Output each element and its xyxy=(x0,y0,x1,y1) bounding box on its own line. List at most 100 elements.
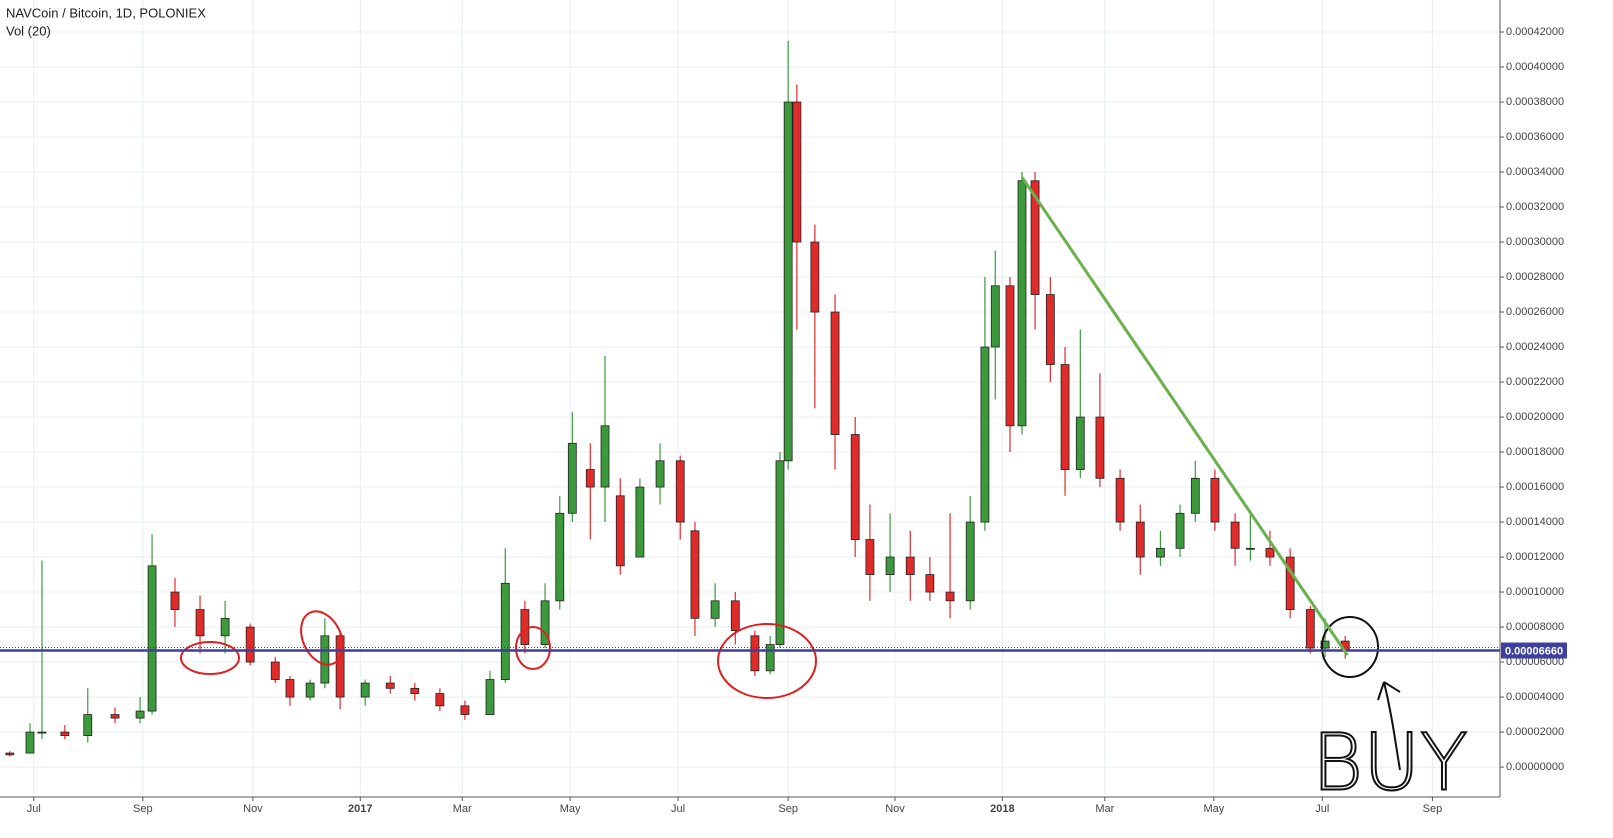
red-circle xyxy=(300,610,344,666)
candle-body xyxy=(1230,521,1240,549)
candle-body xyxy=(25,731,35,754)
candle-body xyxy=(1060,364,1070,470)
candle-body xyxy=(385,682,395,689)
candle-body xyxy=(1320,640,1330,649)
candle-body xyxy=(360,682,370,698)
candle-body xyxy=(220,617,230,637)
candle-body xyxy=(1075,416,1085,470)
y-tick-label: 0.00034000 xyxy=(1506,166,1564,178)
candle-body xyxy=(540,600,550,645)
candle-body xyxy=(1245,547,1255,550)
candle-body xyxy=(460,705,470,715)
candle-body xyxy=(980,346,990,523)
x-tick-label: Jul xyxy=(1315,803,1329,815)
candle-body xyxy=(1156,547,1165,558)
y-tick-label: 0.00020000 xyxy=(1506,411,1564,423)
y-tick-label: 0.00018000 xyxy=(1506,446,1564,458)
x-tick-label: 2017 xyxy=(348,803,372,815)
candle-body xyxy=(830,311,840,435)
candle-body xyxy=(710,600,720,619)
candle-body xyxy=(990,285,1000,348)
black-circle xyxy=(1321,616,1379,678)
x-tick-label: Jul xyxy=(27,803,41,815)
candle-body xyxy=(675,460,685,523)
y-tick-label: 0.00000000 xyxy=(1506,761,1564,773)
candle-body xyxy=(792,101,802,243)
candle-body xyxy=(945,591,955,602)
trend-line xyxy=(1020,176,1349,656)
x-tick-label: Jul xyxy=(671,803,685,815)
x-tick-label: Nov xyxy=(885,803,905,815)
candle-body xyxy=(170,591,180,610)
red-circle xyxy=(180,641,240,675)
annotations xyxy=(0,176,1500,771)
y-tick-label: 0.00004000 xyxy=(1506,691,1564,703)
candle-body xyxy=(435,693,445,707)
chart-title: NAVCoin / Bitcoin, 1D, POLONIEX xyxy=(6,5,206,20)
y-tick-label: 0.00006000 xyxy=(1506,656,1564,668)
candle-body xyxy=(1210,477,1220,523)
candle-body xyxy=(690,530,700,619)
y-tick-label: 0.00012000 xyxy=(1506,551,1564,563)
candle-body xyxy=(925,574,935,593)
x-tick-label: Sep xyxy=(1423,803,1443,815)
y-tick-label: 0.00042000 xyxy=(1506,26,1564,38)
y-tick-label: 0.00028000 xyxy=(1506,271,1564,283)
candle-body xyxy=(655,460,665,488)
candle-body xyxy=(850,434,860,540)
candle-body xyxy=(5,752,15,756)
candle-body xyxy=(810,241,820,313)
y-tick-label: 0.00016000 xyxy=(1506,481,1564,493)
x-tick-label: Mar xyxy=(1095,803,1114,815)
candle-body xyxy=(730,600,740,631)
candle-body xyxy=(765,644,775,672)
y-tick-label: 0.00008000 xyxy=(1506,621,1564,633)
price-label-box xyxy=(1501,642,1567,659)
x-tick-label: May xyxy=(1203,803,1224,815)
candle-body xyxy=(195,609,205,637)
candle-body xyxy=(110,714,120,719)
chart-subtitle: Vol (20) xyxy=(6,23,51,38)
candle-body xyxy=(615,495,625,567)
candle-body xyxy=(1265,547,1275,558)
candle-body xyxy=(500,582,510,680)
candle-body xyxy=(1135,521,1145,558)
candle-body xyxy=(1045,294,1055,365)
arrow xyxy=(1377,681,1401,771)
candle-body xyxy=(485,679,495,715)
candle-body xyxy=(1115,477,1125,523)
candle-body xyxy=(585,469,595,488)
candle-body xyxy=(905,556,915,575)
candle-body xyxy=(783,101,793,462)
y-tick-label: 0.00040000 xyxy=(1506,61,1564,73)
x-tick-label: Sep xyxy=(133,803,153,815)
candle-body xyxy=(1030,180,1040,295)
y-tick-label: 0.00038000 xyxy=(1506,96,1564,108)
y-tick-label: 0.00002000 xyxy=(1506,726,1564,738)
candle-body xyxy=(320,635,330,684)
price-label: 0.00006660 xyxy=(1505,645,1563,657)
candle-body xyxy=(750,635,760,672)
candle-body xyxy=(600,425,610,488)
candle-body xyxy=(885,556,895,575)
candle-body xyxy=(865,539,875,575)
y-tick-label: 0.00014000 xyxy=(1506,516,1564,528)
candle-body xyxy=(555,512,565,602)
candle-body xyxy=(410,687,420,694)
x-tick-label: 2018 xyxy=(990,803,1014,815)
candle-body xyxy=(83,714,93,736)
candle-body xyxy=(1175,512,1185,549)
y-tick-label: 0.00036000 xyxy=(1506,131,1564,143)
candle-body xyxy=(335,635,345,698)
candle-body xyxy=(245,626,255,663)
candle-body xyxy=(567,442,577,514)
candle-body xyxy=(135,710,145,719)
y-tick-label: 0.00024000 xyxy=(1506,341,1564,353)
candle-body xyxy=(1285,556,1295,610)
y-tick-label: 0.00030000 xyxy=(1506,236,1564,248)
candle-body xyxy=(1095,416,1105,479)
y-tick-label: 0.00032000 xyxy=(1506,201,1564,213)
candle-body xyxy=(775,460,785,645)
